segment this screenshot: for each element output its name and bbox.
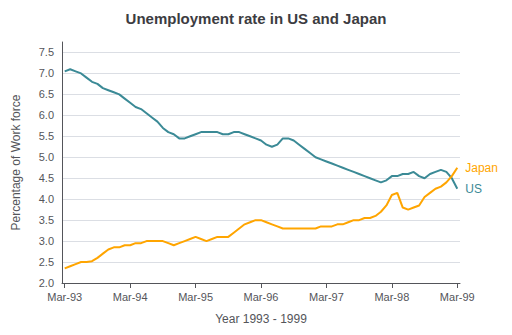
svg-text:Year 1993 - 1999: Year 1993 - 1999 [215,312,307,326]
svg-text:6.0: 6.0 [39,109,54,121]
svg-text:7.0: 7.0 [39,67,54,79]
svg-text:5.5: 5.5 [39,130,54,142]
svg-text:US: US [465,182,482,196]
svg-text:Mar-93: Mar-93 [47,291,82,303]
svg-text:7.5: 7.5 [39,46,54,58]
svg-text:2.5: 2.5 [39,256,54,268]
svg-text:Mar-96: Mar-96 [244,291,279,303]
svg-text:Percentage of Work force: Percentage of Work force [9,94,23,230]
svg-text:5.0: 5.0 [39,151,54,163]
svg-text:Mar-94: Mar-94 [113,291,148,303]
svg-text:Unemployment rate in US and Ja: Unemployment rate in US and Japan [126,10,387,27]
svg-text:3.5: 3.5 [39,214,54,226]
svg-text:Mar-95: Mar-95 [178,291,213,303]
svg-text:4.0: 4.0 [39,193,54,205]
svg-text:Japan: Japan [465,161,498,175]
svg-text:2.0: 2.0 [39,277,54,289]
svg-text:3.0: 3.0 [39,235,54,247]
svg-text:Mar-99: Mar-99 [440,291,475,303]
svg-text:6.5: 6.5 [39,88,54,100]
svg-text:4.5: 4.5 [39,172,54,184]
svg-text:Mar-98: Mar-98 [374,291,409,303]
svg-text:Mar-97: Mar-97 [309,291,344,303]
